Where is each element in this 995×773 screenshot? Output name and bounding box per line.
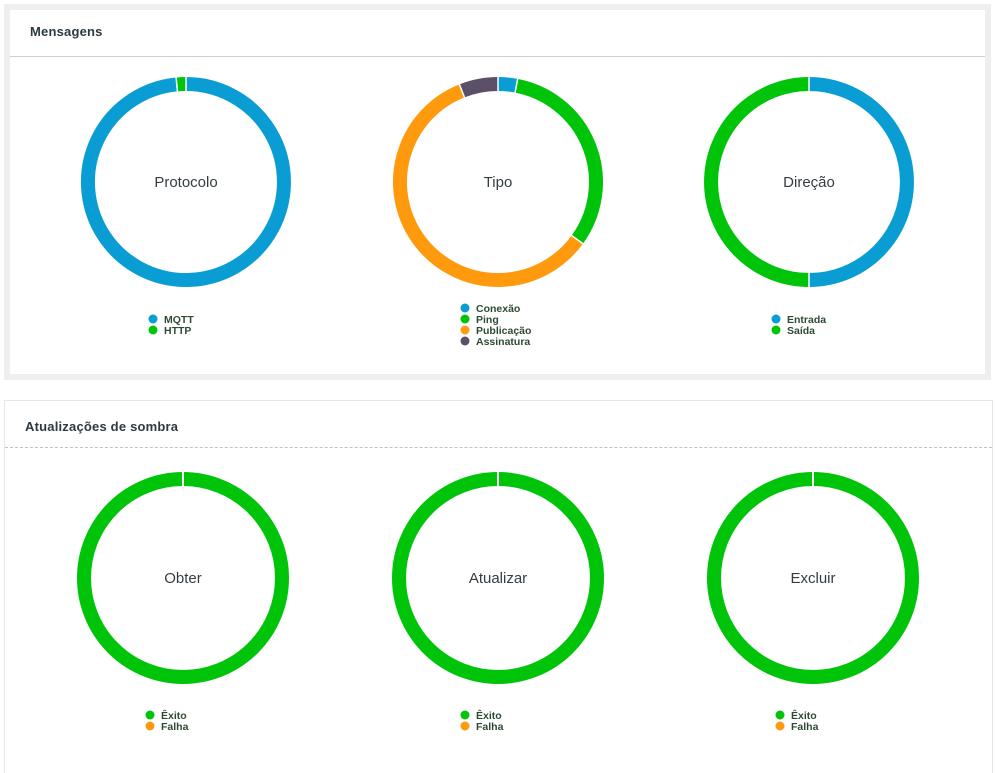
- messages-panel-body: Mensagens: [10, 10, 985, 374]
- tipo-slice-conexao[interactable]: [497, 77, 518, 93]
- tipo-slice-assinatura[interactable]: [459, 77, 499, 98]
- tipo-slice-publicacao[interactable]: [393, 84, 583, 287]
- messages-panel: Mensagens: [4, 4, 991, 380]
- direcao-slice-saida[interactable]: [704, 77, 810, 287]
- messages-panel-header: Mensagens: [10, 10, 985, 57]
- protocolo-slice-mqtt[interactable]: [80, 77, 291, 287]
- shadow-updates-panel: Atualizações de sombra: [4, 400, 993, 773]
- direcao-slice-entrada[interactable]: [808, 77, 914, 287]
- shadow-updates-panel-title: Atualizações de sombra: [25, 419, 179, 434]
- tipo-slice-ping[interactable]: [514, 78, 603, 244]
- messages-panel-title: Mensagens: [30, 24, 103, 39]
- shadow-updates-panel-header: Atualizações de sombra: [5, 400, 992, 448]
